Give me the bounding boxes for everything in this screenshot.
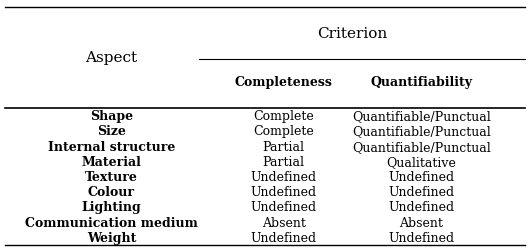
Text: Shape: Shape <box>90 110 133 123</box>
Text: Material: Material <box>82 155 141 168</box>
Text: Size: Size <box>97 125 126 138</box>
Text: Internal structure: Internal structure <box>48 140 175 153</box>
Text: Quantifiable/Punctual: Quantifiable/Punctual <box>352 110 491 123</box>
Text: Qualitative: Qualitative <box>386 155 456 168</box>
Text: Quantifiability: Quantifiability <box>370 76 472 89</box>
Text: Undefined: Undefined <box>251 231 316 244</box>
Text: Absent: Absent <box>400 216 443 229</box>
Text: Undefined: Undefined <box>388 186 454 198</box>
Text: Complete: Complete <box>253 125 314 138</box>
Text: Colour: Colour <box>88 186 135 198</box>
Text: Undefined: Undefined <box>251 186 316 198</box>
Text: Criterion: Criterion <box>317 27 387 41</box>
Text: Undefined: Undefined <box>251 170 316 183</box>
Text: Partial: Partial <box>262 140 305 153</box>
Text: Texture: Texture <box>85 170 138 183</box>
Text: Lighting: Lighting <box>82 201 141 214</box>
Text: Undefined: Undefined <box>388 231 454 244</box>
Text: Quantifiable/Punctual: Quantifiable/Punctual <box>352 140 491 153</box>
Text: Undefined: Undefined <box>388 201 454 214</box>
Text: Undefined: Undefined <box>388 170 454 183</box>
Text: Completeness: Completeness <box>235 76 332 89</box>
Text: Communication medium: Communication medium <box>25 216 198 229</box>
Text: Absent: Absent <box>262 216 305 229</box>
Text: Undefined: Undefined <box>251 201 316 214</box>
Text: Aspect: Aspect <box>85 51 137 65</box>
Text: Weight: Weight <box>86 231 136 244</box>
Text: Partial: Partial <box>262 155 305 168</box>
Text: Complete: Complete <box>253 110 314 123</box>
Text: Quantifiable/Punctual: Quantifiable/Punctual <box>352 125 491 138</box>
